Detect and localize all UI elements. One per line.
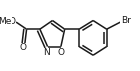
Text: N: N [44, 48, 50, 57]
Text: Br: Br [121, 16, 131, 25]
Text: O: O [58, 48, 65, 57]
Text: O: O [9, 17, 16, 26]
Text: O: O [20, 43, 27, 52]
Text: Me: Me [0, 17, 11, 26]
